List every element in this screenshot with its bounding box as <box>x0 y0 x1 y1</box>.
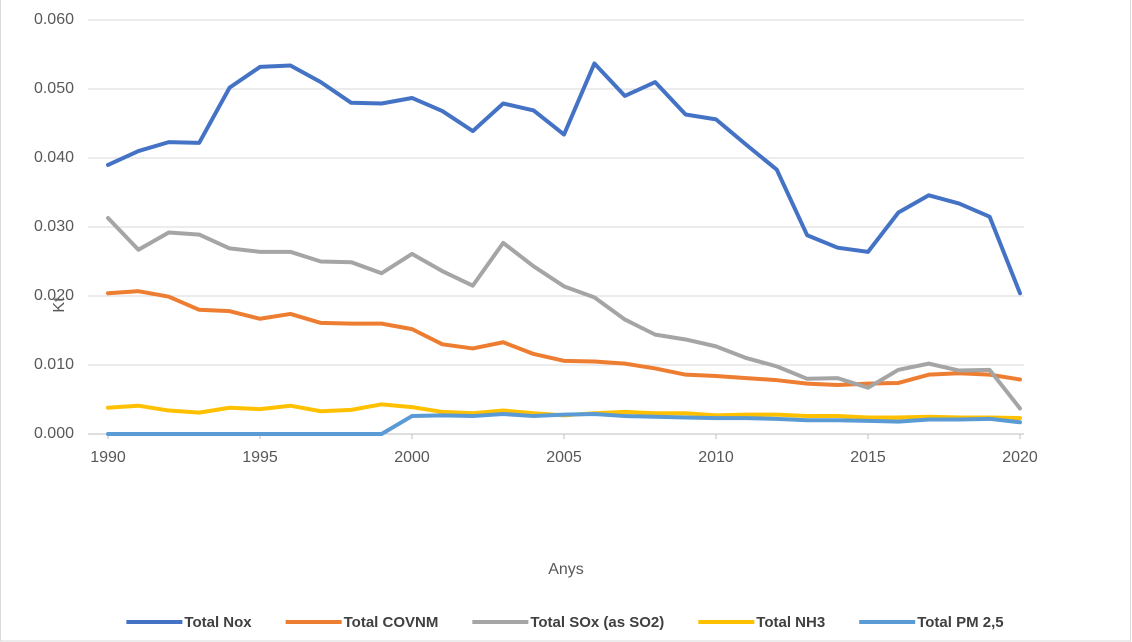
x-axis-title: Anys <box>548 561 584 578</box>
x-tick-label: 2010 <box>698 449 734 466</box>
series-line <box>106 411 1022 436</box>
legend-label: Total Nox <box>184 614 252 631</box>
y-tick-label: 0.030 <box>34 218 74 235</box>
y-tick-label: 0.020 <box>34 287 74 304</box>
legend-label: Total COVNM <box>344 614 439 631</box>
series-line <box>106 289 1022 388</box>
x-tick-label: 2020 <box>1002 449 1038 466</box>
y-tick-label: 0.040 <box>34 149 74 166</box>
x-tick-label: 2015 <box>850 449 886 466</box>
y-tick-label: 0.060 <box>34 11 74 28</box>
x-tick-label: 1995 <box>242 449 278 466</box>
y-tick-label: 0.010 <box>34 356 74 373</box>
x-tick-label: 1990 <box>90 449 126 466</box>
y-tick-label: 0.050 <box>34 80 74 97</box>
y-axis-title: Kt <box>51 297 68 313</box>
legend-label: Total PM 2,5 <box>917 614 1003 631</box>
series-line <box>106 61 1022 296</box>
series-line <box>106 216 1022 411</box>
legend-label: Total NH3 <box>756 614 825 631</box>
x-tick-label: 2005 <box>546 449 582 466</box>
legend-label: Total SOx (as SO2) <box>530 614 664 631</box>
x-tick-label: 2000 <box>394 449 430 466</box>
y-tick-label: 0.000 <box>34 425 74 442</box>
